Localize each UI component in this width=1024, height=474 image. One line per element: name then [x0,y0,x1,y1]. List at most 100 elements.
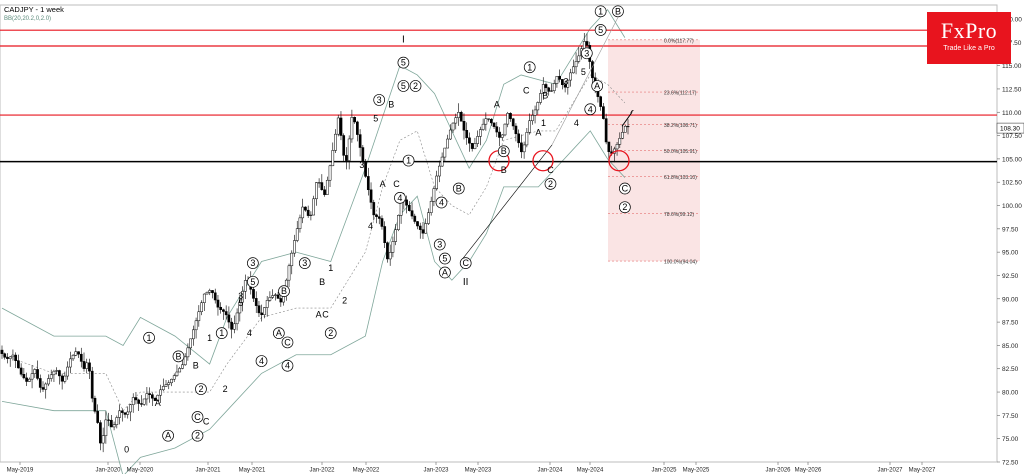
candle-body-85 [233,323,236,330]
candle-body-2 [6,357,9,359]
candle-body-27 [74,351,78,356]
candle-body-55 [150,394,154,399]
wave-label-circle-64 [584,103,597,116]
candle-body-72 [197,311,201,322]
x-tick-label-16: May-2027 [909,468,936,474]
candle-body-160 [438,165,441,177]
wave-label-21: C [284,337,291,347]
candle-body-158 [432,188,436,202]
candle-body-67 [183,356,187,366]
x-tick-label-11: Jan-2025 [651,468,677,474]
candle-body-216 [591,61,594,79]
wave-label-69: C [622,184,629,194]
wave-label-35: B [388,100,394,110]
fib-label-6: 100.0%(94.04) [664,260,697,266]
y-tick-label-19: 72.50 [1002,460,1019,467]
candle-body-162 [443,147,447,158]
candle-body-71 [194,320,198,331]
x-tick-label-13: Jan-2026 [765,468,791,474]
wave-label-circle-52 [497,145,510,158]
trend-line-ext [551,9,623,146]
candle-body-126 [345,155,348,161]
candle-body-88 [241,291,244,303]
wave-label-40: 5 [401,81,406,91]
candle-body-168 [459,112,463,122]
candle-body-80 [219,306,223,310]
wave-label-38: I [402,34,405,45]
wave-label-circle-65 [591,80,604,92]
candle-body-111 [304,206,307,211]
wave-label-26: C [322,309,329,319]
candle-body-214 [585,41,589,46]
candle-body-77 [211,290,214,294]
wave-label-65: A [594,81,600,91]
wave-label-6: B [175,351,181,361]
candle-body-122 [334,133,337,151]
candle-body-26 [71,354,75,360]
wave-label-19: B [281,286,287,296]
candle-body-130 [356,121,359,135]
wave-label-32: 3 [377,95,382,105]
candle-body-30 [82,361,86,369]
wave-label-18: 4 [259,356,264,366]
wave-label-41: 2 [413,81,418,91]
x-tick-label-7: Jan-2023 [423,468,449,474]
projection-arrow [621,111,633,127]
candle-body-23 [63,375,67,382]
candle-body-50 [137,399,141,404]
candle-body-137 [375,214,378,217]
y-tick-label-7: 102.50 [1002,180,1022,187]
candle-body-138 [377,216,381,219]
candle-body-37 [101,435,105,444]
wave-label-circle-21 [281,336,294,349]
x-tick-label-8: May-2023 [465,468,492,474]
candle-body-116 [317,182,321,184]
wave-label-circle-19 [278,285,290,297]
candle-body-151 [413,215,417,222]
wave-label-circle-7 [162,429,174,442]
candle-body-70 [192,329,195,340]
wave-label-14: 5 [250,277,255,287]
candle-body-194 [530,115,534,122]
y-tick-label-3: 112.50 [1002,86,1022,93]
candle-body-79 [216,299,220,308]
candle-body-181 [495,126,499,133]
candle-body-60 [164,384,168,387]
candle-body-228 [623,125,627,133]
candle-body-154 [421,229,425,234]
candle-body-121 [331,150,335,167]
y-tick-label-6: 105.00 [1002,156,1022,163]
candle-body-200 [547,87,551,92]
candle-body-53 [145,393,149,400]
wave-label-7: A [165,431,171,441]
wave-label-circle-40 [397,80,410,92]
candle-body-150 [410,210,414,217]
wave-label-55: B [542,90,548,100]
candle-body-107 [293,240,296,254]
candle-body-136 [372,202,376,216]
candle-body-203 [555,76,559,84]
candle-body-192 [525,132,529,146]
candle-body-63 [172,375,176,380]
candle-body-29 [79,353,83,362]
candle-body-48 [131,397,135,405]
x-tick-label-9: Jan-2024 [537,468,563,474]
wave-label-53: 1 [527,62,532,72]
candle-body-184 [503,123,507,136]
candle-body-123 [336,117,340,135]
candle-body-31 [85,362,89,369]
wave-label-circle-23 [298,257,311,269]
wave-label-circle-68 [612,5,624,18]
candle-body-142 [388,252,392,260]
candle-body-58 [159,389,162,396]
candle-body-19 [52,370,56,376]
candle-body-17 [47,378,50,385]
candle-body-78 [213,292,217,301]
wave-label-15: 3 [238,291,243,301]
candle-body-81 [222,309,225,312]
candle-body-44 [120,410,124,413]
wave-label-circle-22 [281,359,294,372]
wave-label-circle-6 [172,350,185,363]
candle-body-206 [563,84,567,88]
candle-body-196 [536,102,540,111]
